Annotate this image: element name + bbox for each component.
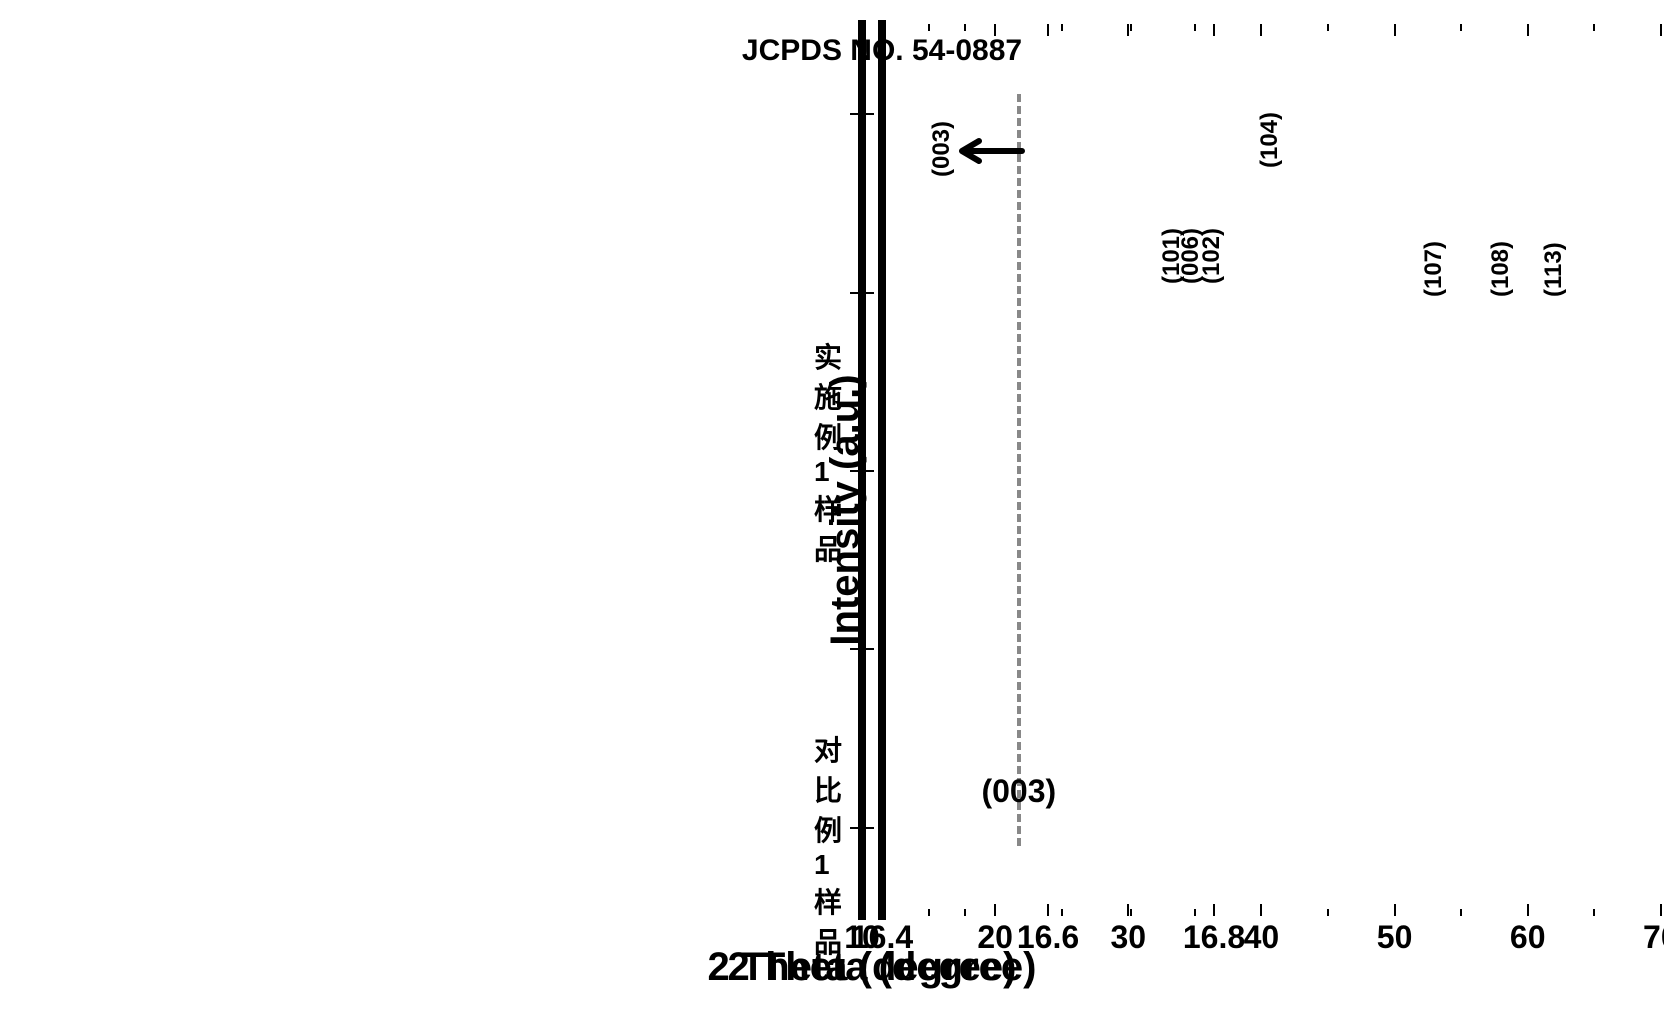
peak-label: (113)	[1540, 243, 1568, 298]
peak-label: (104)	[1256, 112, 1284, 168]
xtick-label: 40	[1244, 919, 1280, 956]
sample1-label: 实施例1样品	[814, 336, 842, 568]
left-panel: 1020304050607080 (003)(101)(006)(102)(10…	[858, 20, 866, 920]
peak-label: (107)	[1420, 241, 1448, 297]
right-panel: JCPDS NO. 54-0887 16.416.616.8 (003)	[878, 20, 886, 920]
right-panel-wrap: JCPDS NO. 54-0887 16.416.616.8 (003) 2 T…	[878, 20, 886, 1000]
sample2-label: 对比例1样品	[814, 729, 842, 961]
xtick-label: 70	[1643, 919, 1664, 956]
xtick-label: 16.8	[1183, 919, 1245, 956]
jcpds-title: JCPDS NO. 54-0887	[742, 34, 1022, 68]
peak-label: (102)	[1198, 228, 1226, 284]
shift-arrow-icon	[957, 131, 1027, 176]
peak-003-label: (003)	[981, 773, 1056, 810]
xtick-label: 30	[1110, 919, 1146, 956]
peak-label: (003)	[928, 121, 956, 177]
right-x-axis-label: 2 Theta (degree)	[728, 945, 1037, 990]
xtick-label: 50	[1377, 919, 1413, 956]
xtick-label: 60	[1510, 919, 1546, 956]
peak-label: (108)	[1487, 241, 1515, 297]
reference-line	[1017, 94, 1021, 846]
left-panel-wrap: Intensity (a.u.) 1020304050607080 (003)(…	[778, 20, 866, 1000]
figure-root: Intensity (a.u.) 1020304050607080 (003)(…	[778, 20, 886, 1000]
